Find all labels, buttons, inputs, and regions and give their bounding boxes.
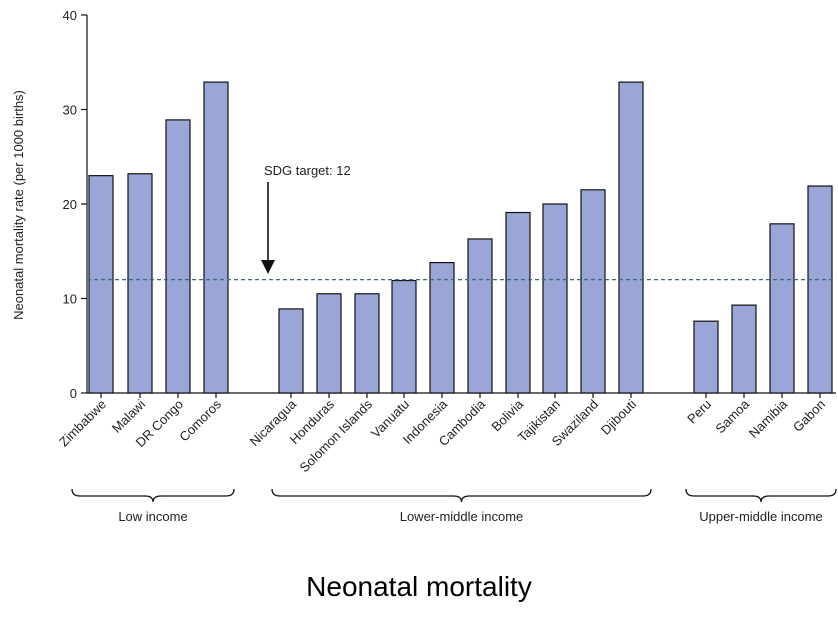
bars xyxy=(88,81,833,394)
sdg-arrow-head xyxy=(261,260,275,274)
x-tick-label: Peru xyxy=(684,397,714,427)
y-axis-title: Neonatal mortality rate (per 1000 births… xyxy=(11,90,26,320)
bar xyxy=(505,211,531,394)
sdg-target-annotation: SDG target: 12 xyxy=(261,163,351,274)
bar xyxy=(542,203,568,394)
bar xyxy=(693,320,719,394)
bar xyxy=(467,238,493,394)
y-tick-label: 40 xyxy=(63,8,77,23)
bar xyxy=(278,308,304,394)
bar xyxy=(618,81,644,394)
bar xyxy=(203,81,229,394)
group-brace xyxy=(685,488,837,503)
x-tick-label: Zimbabwe xyxy=(56,397,109,450)
group-label: Low income xyxy=(118,509,187,524)
x-tick-label: Namibia xyxy=(746,396,791,441)
bar xyxy=(165,119,191,394)
group-brace xyxy=(71,488,235,503)
chart: 0 10 20 30 40 Neonatal mortality rate (per 1… xyxy=(11,8,837,524)
bar xyxy=(316,293,342,394)
y-tick-label: 20 xyxy=(63,197,77,212)
bar xyxy=(127,173,153,394)
y-tick-label: 10 xyxy=(63,292,77,307)
figure-caption: Neonatal mortality xyxy=(306,571,532,602)
bar xyxy=(580,189,606,394)
x-tick-label: Gabon xyxy=(790,397,828,435)
bar xyxy=(354,293,380,394)
bar xyxy=(807,185,833,394)
bar xyxy=(769,223,795,394)
group-brace xyxy=(271,488,652,503)
x-tick-label: Djibouti xyxy=(598,396,639,437)
income-groups: Low income Lower-middle income Upper-middl… xyxy=(71,488,837,524)
group-label: Lower-middle income xyxy=(400,509,524,524)
x-tick-label: Comoros xyxy=(176,396,224,444)
y-tick-label: 30 xyxy=(63,103,77,118)
bar xyxy=(429,261,455,394)
group-label: Upper-middle income xyxy=(699,509,823,524)
bar xyxy=(88,175,114,394)
bar xyxy=(731,304,757,394)
y-tick-label: 0 xyxy=(70,386,77,401)
bar xyxy=(391,279,417,394)
sdg-target-label: SDG target: 12 xyxy=(264,163,351,178)
